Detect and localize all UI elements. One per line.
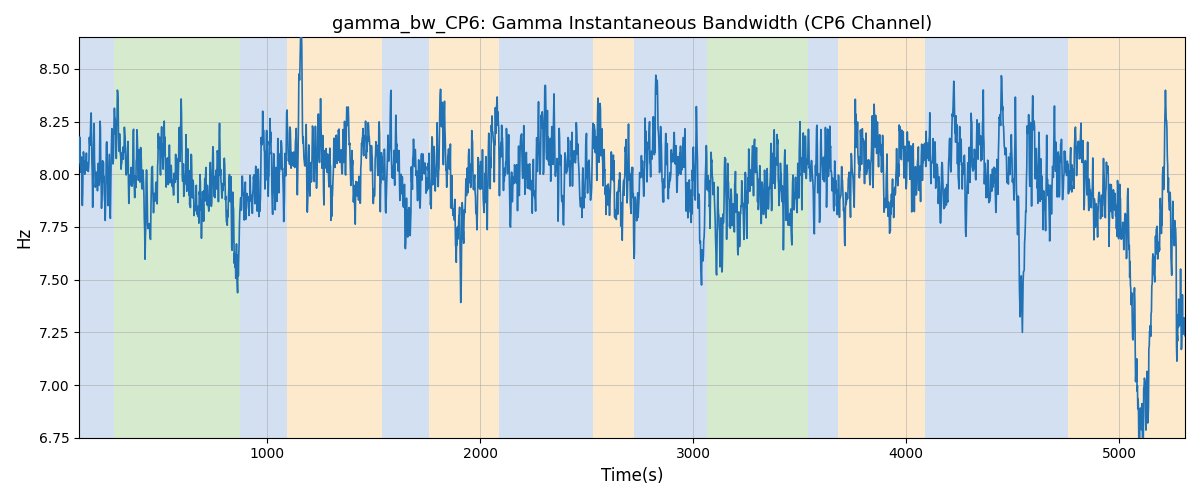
Bar — [707, 38, 808, 438]
Y-axis label: Hz: Hz — [14, 227, 32, 248]
Title: gamma_bw_CP6: Gamma Instantaneous Bandwidth (CP6 Channel): gamma_bw_CP6: Gamma Instantaneous Bandwi… — [332, 15, 932, 34]
Bar — [593, 38, 634, 438]
Bar — [114, 38, 240, 438]
Bar — [430, 38, 499, 438]
Bar — [1068, 38, 1186, 438]
X-axis label: Time(s): Time(s) — [601, 467, 664, 485]
Bar — [287, 38, 383, 438]
Bar — [634, 38, 647, 438]
Bar — [808, 38, 838, 438]
Bar — [499, 38, 593, 438]
Bar — [647, 38, 685, 438]
Bar — [240, 38, 287, 438]
Bar — [925, 38, 1068, 438]
Bar — [685, 38, 707, 438]
Bar — [383, 38, 430, 438]
Bar — [838, 38, 925, 438]
Bar — [79, 38, 114, 438]
